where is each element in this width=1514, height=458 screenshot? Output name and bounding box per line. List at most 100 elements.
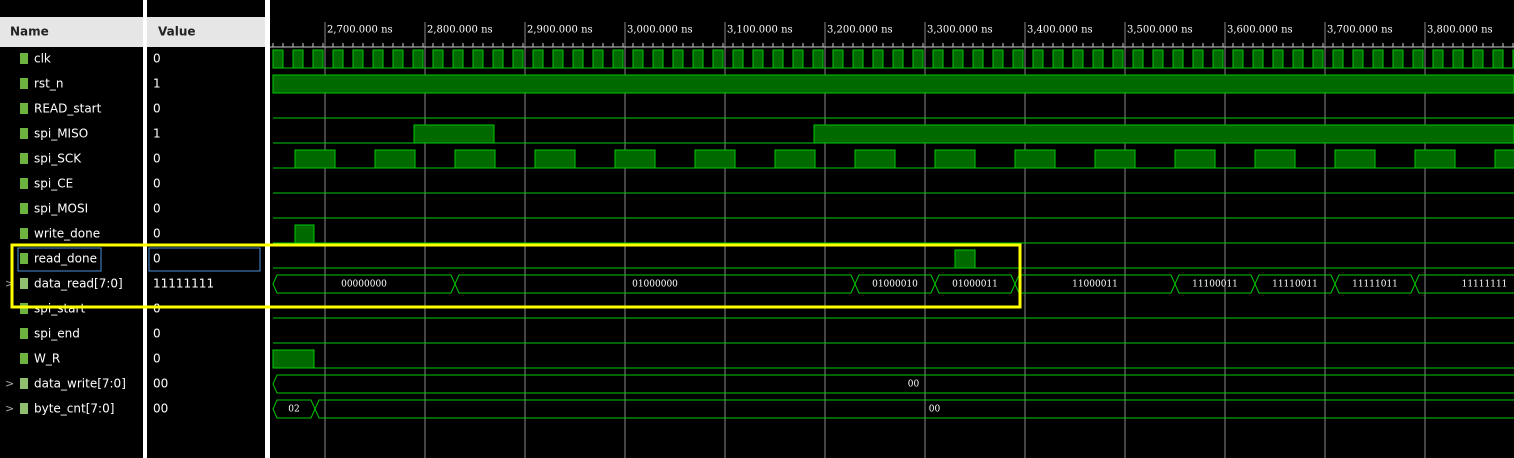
- signal-icon: [20, 53, 28, 64]
- high-pulse: [1174, 149, 1216, 169]
- time-label: 2,900.000 ns: [527, 25, 593, 36]
- high-pulse: [612, 49, 624, 69]
- high-pulse: [454, 149, 496, 169]
- time-label: 3,200.000 ns: [827, 25, 893, 36]
- high-pulse: [774, 149, 816, 169]
- signal-value: 0: [153, 52, 161, 66]
- bus-value: 00: [929, 405, 941, 415]
- signal-icon: [20, 378, 28, 389]
- time-label: 3,400.000 ns: [1027, 25, 1093, 36]
- high-pulse: [1312, 49, 1324, 69]
- time-label: 3,700.000 ns: [1327, 25, 1393, 36]
- high-pulse: [954, 249, 976, 269]
- divider: [143, 0, 147, 458]
- bus-value: 01000011: [952, 280, 998, 290]
- bus-value: 11110011: [1272, 280, 1318, 290]
- signal-icon: [20, 253, 28, 264]
- high-pulse: [512, 49, 524, 69]
- high-pulse: [732, 49, 744, 69]
- high-pulse: [1412, 49, 1424, 69]
- high-pulse: [272, 74, 1514, 94]
- high-pulse: [1472, 49, 1484, 69]
- bus-value: 00000000: [341, 280, 387, 290]
- high-pulse: [812, 49, 824, 69]
- signal-icon: [20, 128, 28, 139]
- signal-value: 0: [153, 227, 161, 241]
- high-pulse: [1094, 149, 1136, 169]
- value-header-label: Value: [158, 25, 196, 39]
- high-pulse: [1012, 49, 1024, 69]
- signal-value: 00: [153, 377, 168, 391]
- bus-value: 02: [288, 405, 299, 415]
- signal-icon: [20, 178, 28, 189]
- high-pulse: [1252, 49, 1264, 69]
- signal-name: spi_end: [34, 327, 80, 341]
- bus-value: 11100011: [1192, 280, 1238, 290]
- high-pulse: [1492, 49, 1504, 69]
- high-pulse: [294, 149, 336, 169]
- high-pulse: [1212, 49, 1224, 69]
- high-pulse: [294, 224, 315, 244]
- bus-value: 11111011: [1352, 280, 1398, 290]
- high-pulse: [752, 49, 764, 69]
- time-label: 3,000.000 ns: [627, 25, 693, 36]
- name-header-label: Name: [10, 25, 49, 39]
- high-pulse: [692, 49, 704, 69]
- expand-arrow: >: [5, 402, 14, 415]
- high-pulse: [912, 49, 924, 69]
- high-pulse: [552, 49, 564, 69]
- high-pulse: [972, 49, 984, 69]
- signal-name: spi_MOSI: [34, 202, 88, 216]
- expand-arrow: >: [5, 277, 14, 290]
- high-pulse: [772, 49, 784, 69]
- high-pulse: [1254, 149, 1296, 169]
- high-pulse: [852, 49, 864, 69]
- high-pulse: [412, 49, 424, 69]
- high-pulse: [932, 49, 944, 69]
- high-pulse: [813, 124, 1514, 144]
- signal-name: spi_MISO: [34, 127, 88, 141]
- high-pulse: [1032, 49, 1044, 69]
- high-pulse: [492, 49, 504, 69]
- high-pulse: [413, 124, 495, 144]
- signal-name: clk: [34, 52, 51, 66]
- high-pulse: [1432, 49, 1444, 69]
- signal-icon: [20, 403, 28, 414]
- signal-value: 00: [153, 402, 168, 416]
- high-pulse: [452, 49, 464, 69]
- high-pulse: [1494, 149, 1514, 169]
- high-pulse: [694, 149, 736, 169]
- high-pulse: [592, 49, 604, 69]
- expand-arrow: >: [5, 377, 14, 390]
- signal-name: rst_n: [34, 77, 64, 91]
- high-pulse: [1052, 49, 1064, 69]
- high-pulse: [1092, 49, 1104, 69]
- signal-icon: [20, 353, 28, 364]
- signal-value: 1: [153, 77, 161, 91]
- high-pulse: [332, 49, 344, 69]
- high-pulse: [1132, 49, 1144, 69]
- bus-value: 01000000: [632, 280, 678, 290]
- time-label: 3,500.000 ns: [1127, 25, 1193, 36]
- signal-icon: [20, 328, 28, 339]
- signal-icon: [20, 278, 28, 289]
- high-pulse: [292, 49, 304, 69]
- high-pulse: [652, 49, 664, 69]
- signal-value: 1: [153, 127, 161, 141]
- high-pulse: [374, 149, 416, 169]
- bus-value: 01000010: [872, 280, 918, 290]
- bus-segment: [272, 374, 1514, 394]
- signal-name: data_read[7:0]: [34, 277, 123, 291]
- signal-icon: [20, 153, 28, 164]
- signal-value: 0: [153, 177, 161, 191]
- name-header: [0, 17, 143, 47]
- signal-value: 0: [153, 152, 161, 166]
- high-pulse: [352, 49, 364, 69]
- signal-value: 11111111: [153, 277, 214, 291]
- signal-value: 0: [153, 327, 161, 341]
- signal-name: spi_CE: [34, 177, 73, 191]
- bus-value: 00: [908, 380, 920, 390]
- bus-value: 11000011: [1072, 280, 1118, 290]
